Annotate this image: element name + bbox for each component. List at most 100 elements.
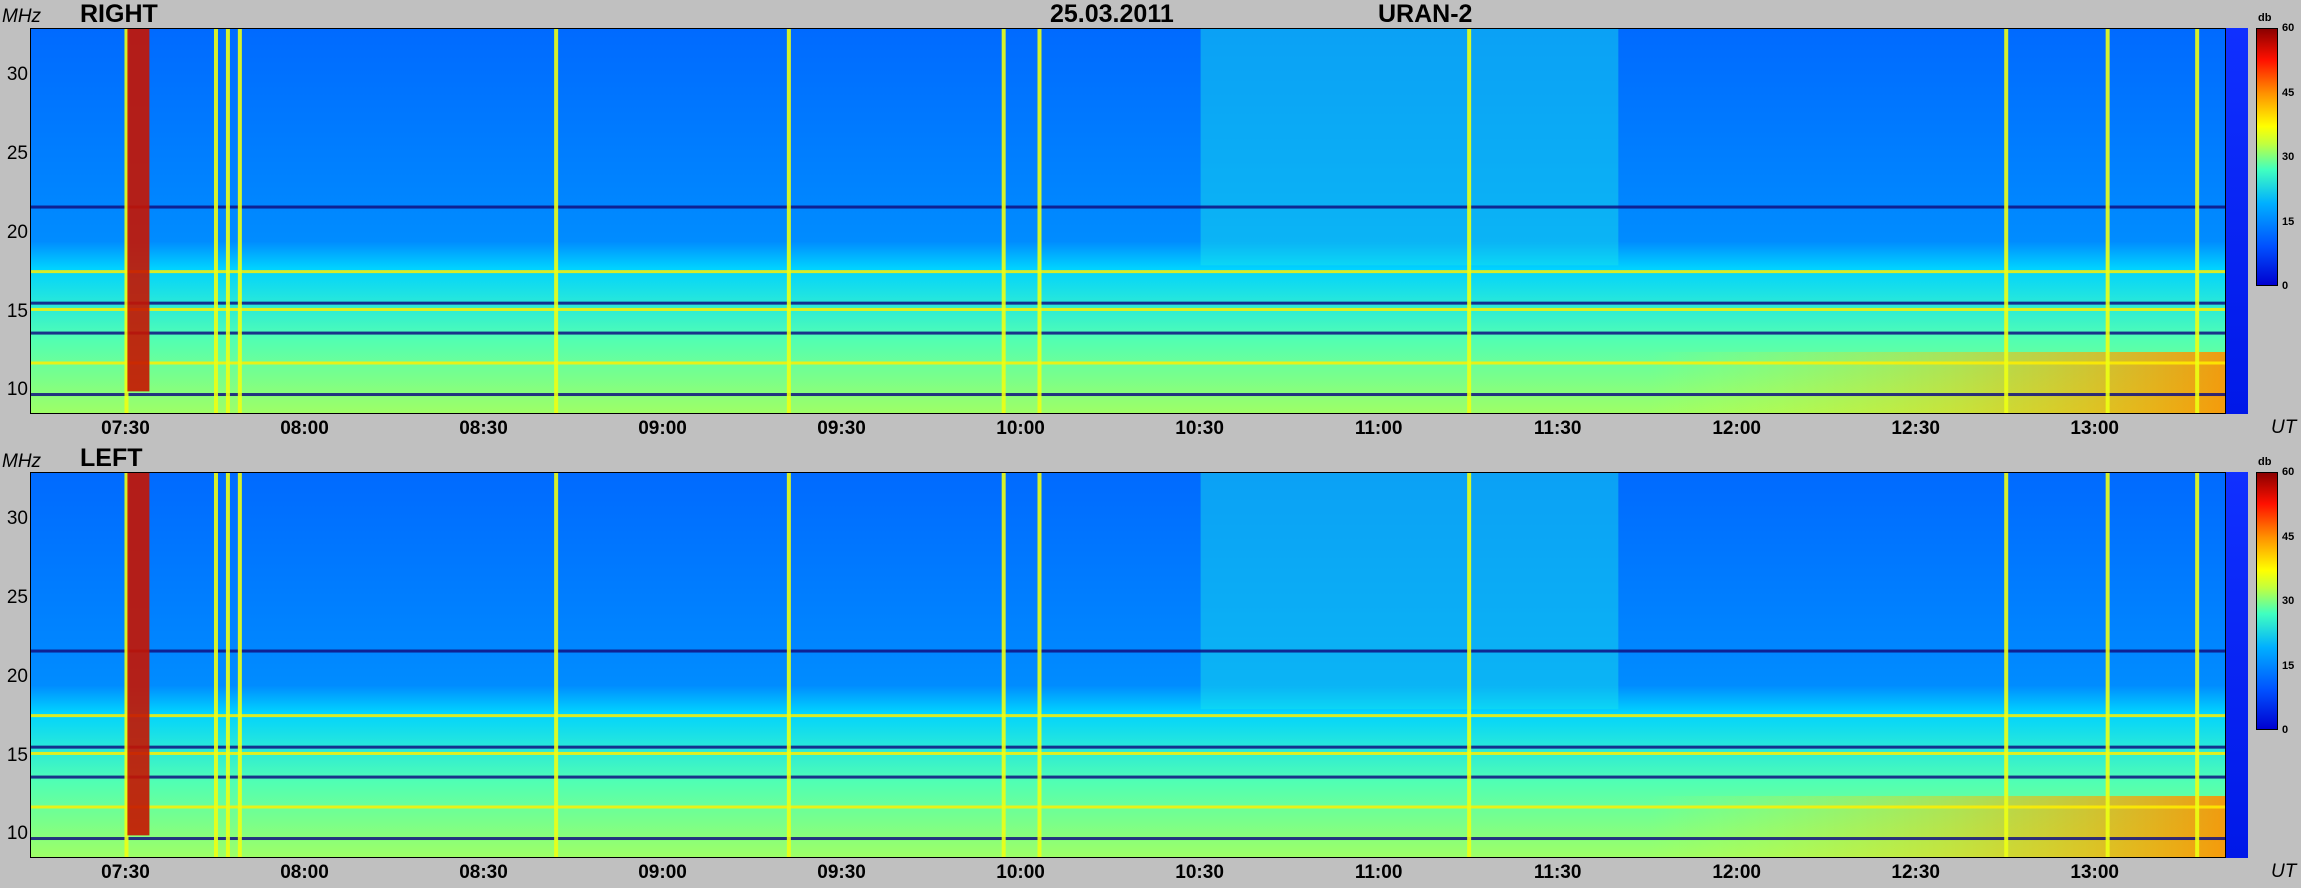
interference-line [31, 307, 2225, 311]
colorbar-tick-label: 60 [2282, 466, 2295, 478]
spectrogram-background [31, 473, 2225, 857]
burst-stripe [1037, 473, 1042, 857]
burst-stripe [225, 29, 230, 413]
x-tick-label: 11:30 [1533, 862, 1582, 883]
side-strip [2226, 472, 2248, 858]
burst-stripe [213, 29, 218, 413]
panel-title: LEFT [80, 444, 143, 472]
spectrogram-plot [30, 472, 2226, 858]
burst-stripe [2195, 473, 2200, 857]
strongest-burst [127, 473, 150, 836]
side-strip [2226, 28, 2248, 414]
colorbar-tick-label: 0 [2282, 724, 2289, 736]
y-tick-label: 20 [6, 221, 28, 243]
y-tick-label: 25 [6, 143, 28, 165]
chart-date: 25.03.2011 [1050, 0, 1174, 28]
interference-line [31, 751, 2225, 755]
x-tick-label: 12:00 [1712, 418, 1761, 439]
x-unit-label: UT [2271, 861, 2297, 882]
instrument-name: URAN-2 [1378, 0, 1473, 28]
x-tick-label: 08:30 [459, 862, 508, 883]
burst-stripe [124, 473, 129, 857]
y-tick-label: 15 [6, 300, 28, 322]
x-tick-label: 13:00 [2070, 862, 2120, 883]
x-tick-label: 09:30 [817, 418, 866, 439]
interference-line [31, 714, 2225, 718]
colorbar-tick-label: 45 [2282, 86, 2295, 99]
low-frequency-enhancement [1648, 351, 2225, 413]
interference-line [31, 270, 2225, 274]
colorbar-unit-label: db [2258, 456, 2272, 468]
colorbar-unit-label: db [2258, 12, 2272, 24]
x-tick-label: 07:30 [101, 862, 150, 883]
burst-stripe [213, 473, 218, 857]
interference-line [31, 837, 2225, 841]
colorbar-tick-label: 45 [2282, 530, 2295, 543]
interference-line [31, 205, 2225, 209]
spectrogram-background [31, 29, 2225, 413]
x-tick-label: 11:30 [1533, 418, 1582, 439]
x-tick-label: 07:30 [101, 418, 150, 439]
interference-line [31, 649, 2225, 653]
x-tick-label: 12:30 [1891, 862, 1940, 883]
burst-stripe [554, 473, 559, 857]
burst-stripe [786, 29, 791, 413]
colorbar [2256, 472, 2278, 730]
x-tick-label: 10:30 [1175, 862, 1224, 883]
strongest-burst [127, 29, 150, 392]
y-tick-label: 30 [6, 508, 28, 530]
x-tick-label: 09:30 [817, 862, 866, 883]
burst-stripe [2004, 29, 2009, 413]
x-tick-label: 13:00 [2070, 418, 2120, 439]
interference-line [31, 301, 2225, 305]
interference-line [31, 393, 2225, 397]
colorbar-tick-label: 15 [2282, 659, 2295, 672]
y-tick-label: 10 [6, 823, 28, 845]
burst-stripe [1037, 29, 1042, 413]
interference-line [31, 775, 2225, 779]
burst-stripe [124, 29, 129, 413]
x-tick-label: 10:00 [996, 418, 1045, 439]
y-unit-label: MHz [2, 6, 42, 27]
y-tick-label: 25 [6, 587, 28, 609]
x-tick-label: 09:00 [638, 862, 687, 883]
y-tick-label: 10 [6, 379, 28, 401]
colorbar [2256, 28, 2278, 286]
x-tick-label: 12:30 [1891, 418, 1940, 439]
interference-line [31, 331, 2225, 335]
interference-line [31, 805, 2225, 809]
x-tick-label: 10:30 [1175, 418, 1224, 439]
burst-stripe [2004, 473, 2009, 857]
burst-stripe [237, 473, 242, 857]
burst-stripe [2105, 29, 2110, 413]
x-tick-label: 09:00 [638, 418, 687, 439]
x-tick-label: 08:00 [280, 862, 329, 883]
colorbar-tick-label: 60 [2282, 22, 2295, 34]
x-unit-label: UT [2271, 417, 2297, 438]
x-tick-label: 11:00 [1354, 418, 1403, 439]
burst-stripe [2105, 473, 2110, 857]
burst-stripe [225, 473, 230, 857]
burst-stripe [554, 29, 559, 413]
x-tick-label: 10:00 [996, 862, 1045, 883]
burst-stripe [1467, 29, 1472, 413]
interference-line [31, 745, 2225, 749]
colorbar-tick-label: 15 [2282, 215, 2295, 228]
burst-stripe [237, 29, 242, 413]
burst-stripe [1001, 473, 1006, 857]
y-tick-label: 20 [6, 665, 28, 687]
burst-stripe [786, 473, 791, 857]
x-tick-label: 11:00 [1354, 862, 1403, 883]
spectrogram-plot [30, 28, 2226, 414]
interference-line [31, 361, 2225, 365]
colorbar-tick-label: 0 [2282, 280, 2289, 292]
hf-diffuse-emission [1200, 29, 1619, 266]
y-tick-label: 30 [6, 64, 28, 86]
x-tick-label: 08:30 [459, 418, 508, 439]
x-tick-label: 12:00 [1712, 862, 1761, 883]
low-frequency-enhancement [1648, 795, 2225, 857]
colorbar-tick-label: 30 [2282, 151, 2295, 163]
colorbar-tick-label: 30 [2282, 595, 2295, 607]
burst-stripe [2195, 29, 2200, 413]
x-tick-label: 08:00 [280, 418, 329, 439]
